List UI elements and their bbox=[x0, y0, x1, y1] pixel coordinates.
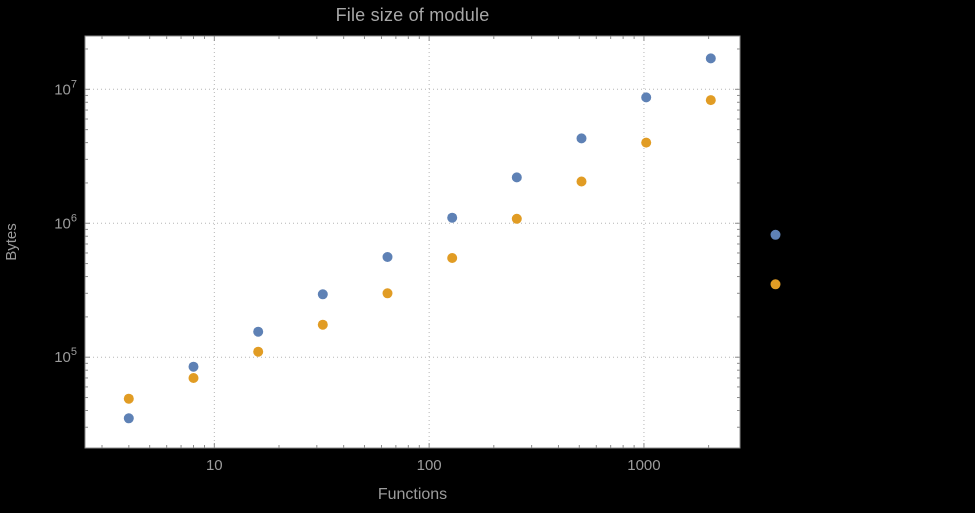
data-point-orange bbox=[188, 373, 199, 383]
data-point-blue bbox=[511, 172, 522, 183]
data-point-orange bbox=[576, 176, 587, 187]
data-point-blue bbox=[188, 361, 199, 372]
data-point-orange bbox=[511, 213, 522, 224]
data-point-blue bbox=[770, 229, 781, 240]
data-point-blue bbox=[253, 326, 264, 337]
data-point-blue bbox=[382, 252, 393, 262]
x-axis-label: Functions bbox=[377, 486, 448, 503]
plot-frame bbox=[84, 35, 741, 449]
y-tick-label: 105 bbox=[54, 346, 77, 366]
y-axis-label: Bytes bbox=[3, 223, 20, 261]
y-tick-label: 107 bbox=[54, 78, 77, 98]
data-point-orange bbox=[770, 279, 781, 290]
data-point-blue bbox=[447, 212, 458, 223]
x-tick-label: 100 bbox=[417, 457, 442, 474]
data-point-orange bbox=[641, 137, 652, 148]
y-tick-label: 106 bbox=[54, 212, 77, 232]
data-point-blue bbox=[641, 92, 652, 103]
chart-title: File size of module bbox=[335, 5, 490, 25]
data-point-orange bbox=[123, 393, 134, 404]
x-tick-label: 1000 bbox=[627, 457, 660, 474]
x-tick-label: 10 bbox=[206, 457, 223, 474]
data-point-blue bbox=[317, 289, 328, 300]
data-point-blue bbox=[123, 413, 134, 424]
data-point-orange bbox=[382, 288, 393, 299]
data-point-orange bbox=[447, 253, 458, 263]
data-point-blue bbox=[576, 133, 587, 144]
data-point-orange bbox=[253, 346, 264, 357]
data-point-orange bbox=[705, 95, 716, 106]
data-point-orange bbox=[317, 319, 328, 330]
data-point-blue bbox=[705, 53, 716, 64]
